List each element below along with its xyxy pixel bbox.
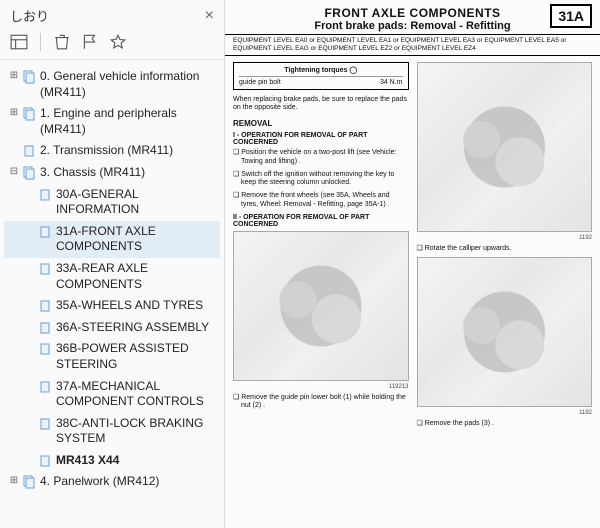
page-title-2: Front brake pads: Removal - Refitting [233, 20, 592, 32]
tree-section[interactable]: ⊞ 1. Engine and peripherals (MR411) [4, 103, 220, 140]
tree-section[interactable]: 2. Transmission (MR411) [4, 140, 220, 162]
tree-section[interactable]: ⊟ 3. Chassis (MR411) [4, 162, 220, 184]
column-left: Tightening torques ◯ guide pin bolt 34 N… [233, 62, 409, 434]
bookmark-tree[interactable]: ⊞0. General vehicle information (MR411)⊞… [0, 60, 224, 528]
tree-item-label: 3. Chassis (MR411) [40, 165, 216, 181]
tree-section[interactable]: ⊞ 4. Panelwork (MR412) [4, 471, 220, 493]
torque-item: guide pin bolt [239, 79, 281, 86]
page-title-1: FRONT AXLE COMPONENTS [233, 6, 592, 20]
figure-axle-3 [417, 257, 593, 407]
page-icon [22, 144, 36, 158]
torque-title: Tightening torques ◯ [239, 66, 403, 77]
outline-icon[interactable] [10, 33, 28, 51]
tree-item-label: 36A-STEERING ASSEMBLY [56, 320, 216, 336]
flag-icon[interactable] [81, 33, 99, 51]
figure-caption: 119213 [233, 384, 409, 390]
step-bullet: Remove the pads (3) . [425, 420, 593, 429]
step-bullet: Position the vehicle on a two-post lift … [241, 149, 409, 167]
sidebar-title: しおり [10, 6, 49, 25]
bookmarks-sidebar: しおり × ⊞ 0. General vehicle information (M… [0, 0, 225, 528]
toggle-icon[interactable]: ⊞ [8, 106, 20, 119]
figure-axle-1 [233, 231, 409, 381]
page-icon [38, 299, 52, 313]
tree-item-label: 1. Engine and peripherals (MR411) [40, 106, 216, 137]
pages-icon [22, 107, 36, 121]
torque-row: guide pin bolt 34 N.m [239, 79, 403, 86]
tree-item-label: 33A-REAR AXLE COMPONENTS [56, 261, 216, 292]
pages-icon [22, 166, 36, 180]
page-icon [38, 321, 52, 335]
torque-value: 34 N.m [380, 79, 403, 86]
tree-item-label: 4. Panelwork (MR412) [40, 474, 216, 490]
removal-heading: REMOVAL [233, 119, 409, 128]
tree-item-label: 2. Transmission (MR411) [40, 143, 216, 159]
pages-icon [22, 70, 36, 84]
content-columns: Tightening torques ◯ guide pin bolt 34 N… [225, 56, 600, 440]
tree-item[interactable]: 36B-POWER ASSISTED STEERING [4, 338, 220, 375]
tree-item[interactable]: 31A-FRONT AXLE COMPONENTS [4, 221, 220, 258]
toggle-icon[interactable]: ⊞ [8, 69, 20, 82]
column-right: 1192 Rotate the calliper upwards. 1192 R… [417, 62, 593, 434]
tree-section[interactable]: ⊞ 0. General vehicle information (MR411) [4, 66, 220, 103]
tree-item[interactable]: 35A-WHEELS AND TYRES [4, 295, 220, 317]
figure-caption: 1192 [417, 410, 593, 416]
torque-box: Tightening torques ◯ guide pin bolt 34 N… [233, 62, 409, 90]
toolbar-divider [40, 33, 41, 51]
tree-item-label: 35A-WHEELS AND TYRES [56, 298, 216, 314]
tree-item-label: 30A-GENERAL INFORMATION [56, 187, 216, 218]
page-icon [38, 225, 52, 239]
tree-item[interactable]: 33A-REAR AXLE COMPONENTS [4, 258, 220, 295]
page-header: FRONT AXLE COMPONENTS Front brake pads: … [225, 0, 600, 34]
page-icon [38, 380, 52, 394]
tree-item-label: 0. General vehicle information (MR411) [40, 69, 216, 100]
tree-item[interactable]: 37A-MECHANICAL COMPONENT CONTROLS [4, 376, 220, 413]
page-icon [38, 262, 52, 276]
equipment-line: EQUIPMENT LEVEL EA0 or EQUIPMENT LEVEL E… [225, 34, 600, 56]
tree-item-label: MR413 X44 [56, 453, 216, 469]
toggle-icon[interactable]: ⊞ [8, 474, 20, 487]
document-viewer: FRONT AXLE COMPONENTS Front brake pads: … [225, 0, 600, 528]
tree-item[interactable]: 30A-GENERAL INFORMATION [4, 184, 220, 221]
step-bullet: Switch off the ignition without removing… [241, 171, 409, 189]
step-bullet: Remove the front wheels (see 35A, Wheels… [241, 192, 409, 210]
tree-item-label: 38C-ANTI-LOCK BRAKING SYSTEM [56, 416, 216, 447]
close-icon[interactable]: × [205, 7, 214, 25]
star-icon[interactable] [109, 33, 127, 51]
tree-item-label: 31A-FRONT AXLE COMPONENTS [56, 224, 216, 255]
tree-item[interactable]: 36A-STEERING ASSEMBLY [4, 317, 220, 339]
tree-item[interactable]: 38C-ANTI-LOCK BRAKING SYSTEM [4, 413, 220, 450]
section-code: 31A [550, 4, 592, 28]
tree-item[interactable]: MR413 X44 [4, 450, 220, 472]
step-bullet: Remove the guide pin lower bolt (1) whil… [241, 394, 409, 412]
page-icon [38, 454, 52, 468]
toggle-icon[interactable]: ⊟ [8, 165, 20, 178]
figure-axle-2 [417, 62, 593, 232]
operation-1-heading: I - OPERATION FOR REMOVAL OF PART CONCER… [233, 132, 409, 146]
page-icon [38, 188, 52, 202]
figure-caption: 1192 [417, 235, 593, 241]
page-icon [38, 417, 52, 431]
replace-note: When replacing brake pads, be sure to re… [233, 96, 409, 114]
tree-item-label: 37A-MECHANICAL COMPONENT CONTROLS [56, 379, 216, 410]
tree-item-label: 36B-POWER ASSISTED STEERING [56, 341, 216, 372]
step-bullet: Rotate the calliper upwards. [425, 245, 593, 254]
pages-icon [22, 475, 36, 489]
trash-icon[interactable] [53, 33, 71, 51]
sidebar-header: しおり × [0, 0, 224, 29]
operation-2-heading: II - OPERATION FOR REMOVAL OF PART CONCE… [233, 214, 409, 228]
page-icon [38, 342, 52, 356]
sidebar-toolbar [0, 29, 224, 60]
